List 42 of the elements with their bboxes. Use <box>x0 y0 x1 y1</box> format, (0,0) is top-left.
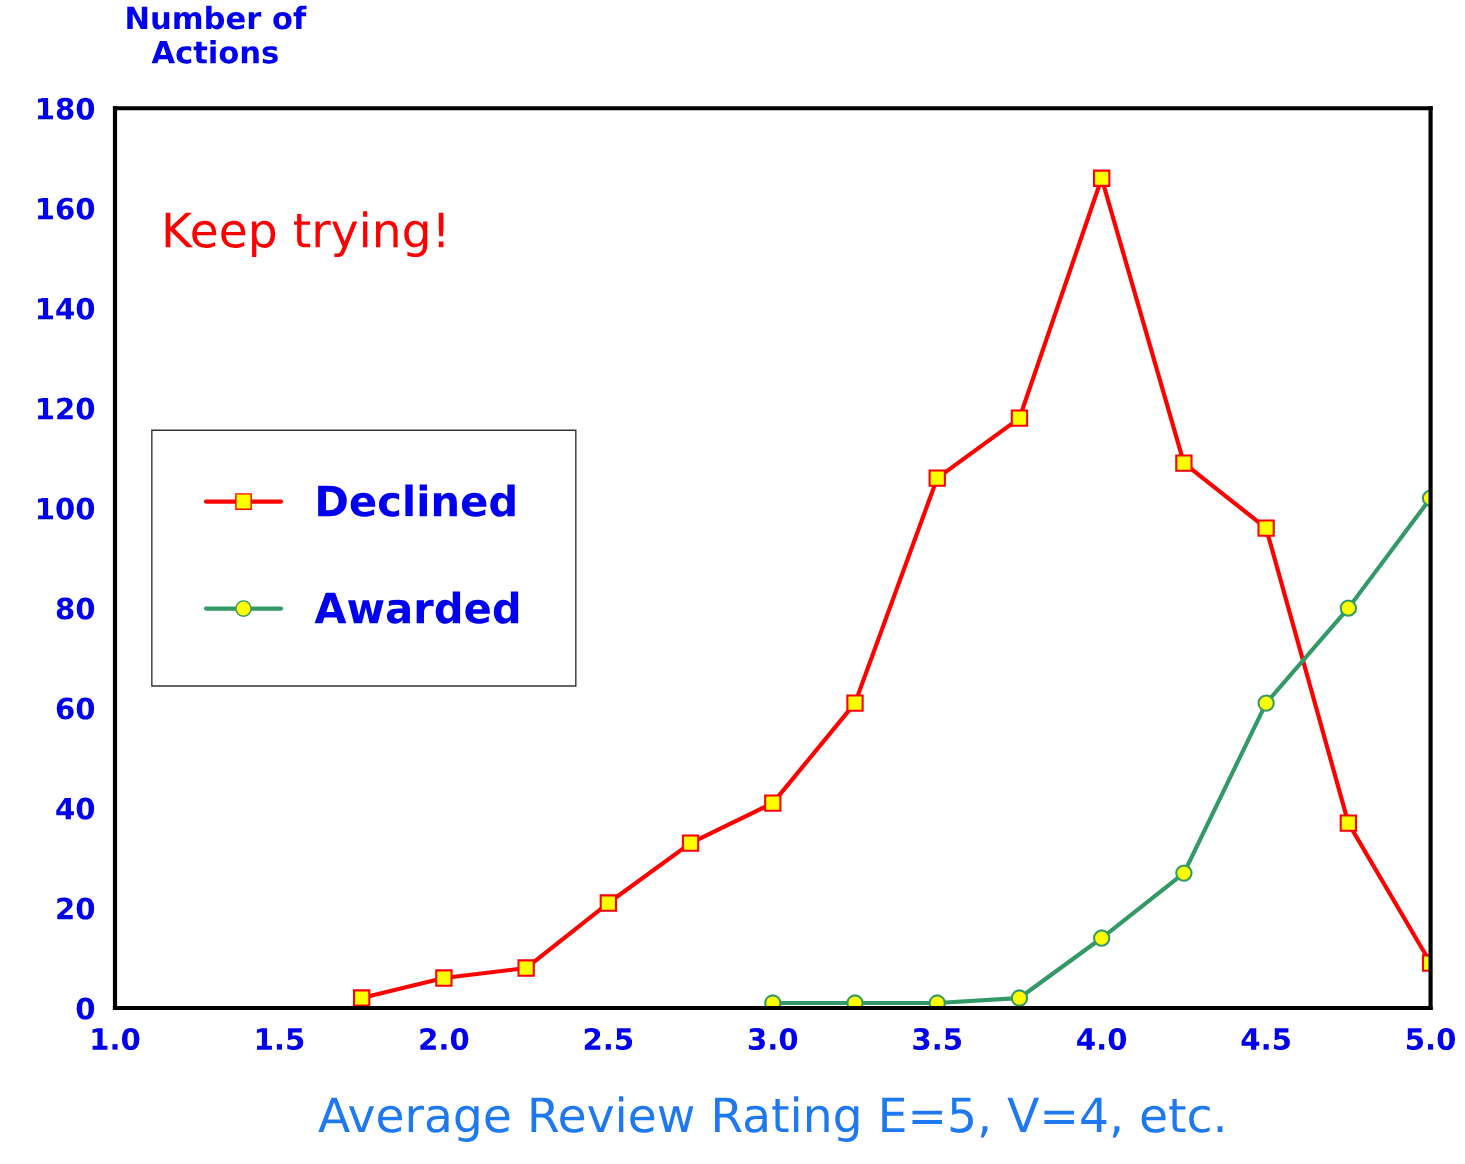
point <box>681 834 700 852</box>
point <box>517 959 535 977</box>
point <box>1257 694 1275 712</box>
x-tick-label: 3.0 <box>748 1027 798 1051</box>
annotation: Keep trying! <box>165 211 444 258</box>
y-axis-title: Number of Actions <box>127 5 307 64</box>
x-tick-label: 5.0 <box>1406 1027 1456 1051</box>
x-tick-label: 4.0 <box>1077 1027 1127 1051</box>
y-tick-label: 80 <box>56 597 95 620</box>
x-tick-label: 2.5 <box>584 1027 633 1051</box>
y-tick-label: 0 <box>76 997 95 1020</box>
x-tick-label: 2.0 <box>420 1027 469 1051</box>
point <box>1339 814 1358 832</box>
point <box>352 989 371 1007</box>
point <box>1257 519 1275 537</box>
point <box>1093 169 1111 187</box>
point <box>928 469 946 487</box>
y-tick-label: 20 <box>57 897 95 920</box>
y-tick-label: 140 <box>37 297 95 320</box>
x-tick-label: 1.5 <box>256 1028 304 1051</box>
y-tick-label: 40 <box>56 797 95 820</box>
point <box>1093 929 1111 947</box>
x-axis-title: Average Review Rating E=5, V=4, etc. <box>318 1096 1223 1142</box>
point <box>1339 599 1358 617</box>
point <box>599 894 618 912</box>
y-tick-label: 60 <box>56 697 95 720</box>
point <box>1010 989 1029 1007</box>
legend-label: Declined <box>318 484 515 517</box>
point <box>1010 409 1029 427</box>
x-tick-label: 4.5 <box>1241 1028 1290 1051</box>
y-tick-label: 180 <box>37 97 95 120</box>
x-tick-label: 3.5 <box>913 1027 962 1051</box>
legend-label: Awarded <box>314 591 519 624</box>
point <box>1175 454 1193 472</box>
point <box>435 969 453 987</box>
x-tick-label: 1.0 <box>92 1027 140 1051</box>
y-tick-label: 160 <box>37 197 95 220</box>
y-tick-label: 100 <box>37 497 95 520</box>
point <box>764 794 782 812</box>
point <box>1175 864 1193 882</box>
y-tick-label: 120 <box>37 397 95 420</box>
point <box>846 694 864 712</box>
